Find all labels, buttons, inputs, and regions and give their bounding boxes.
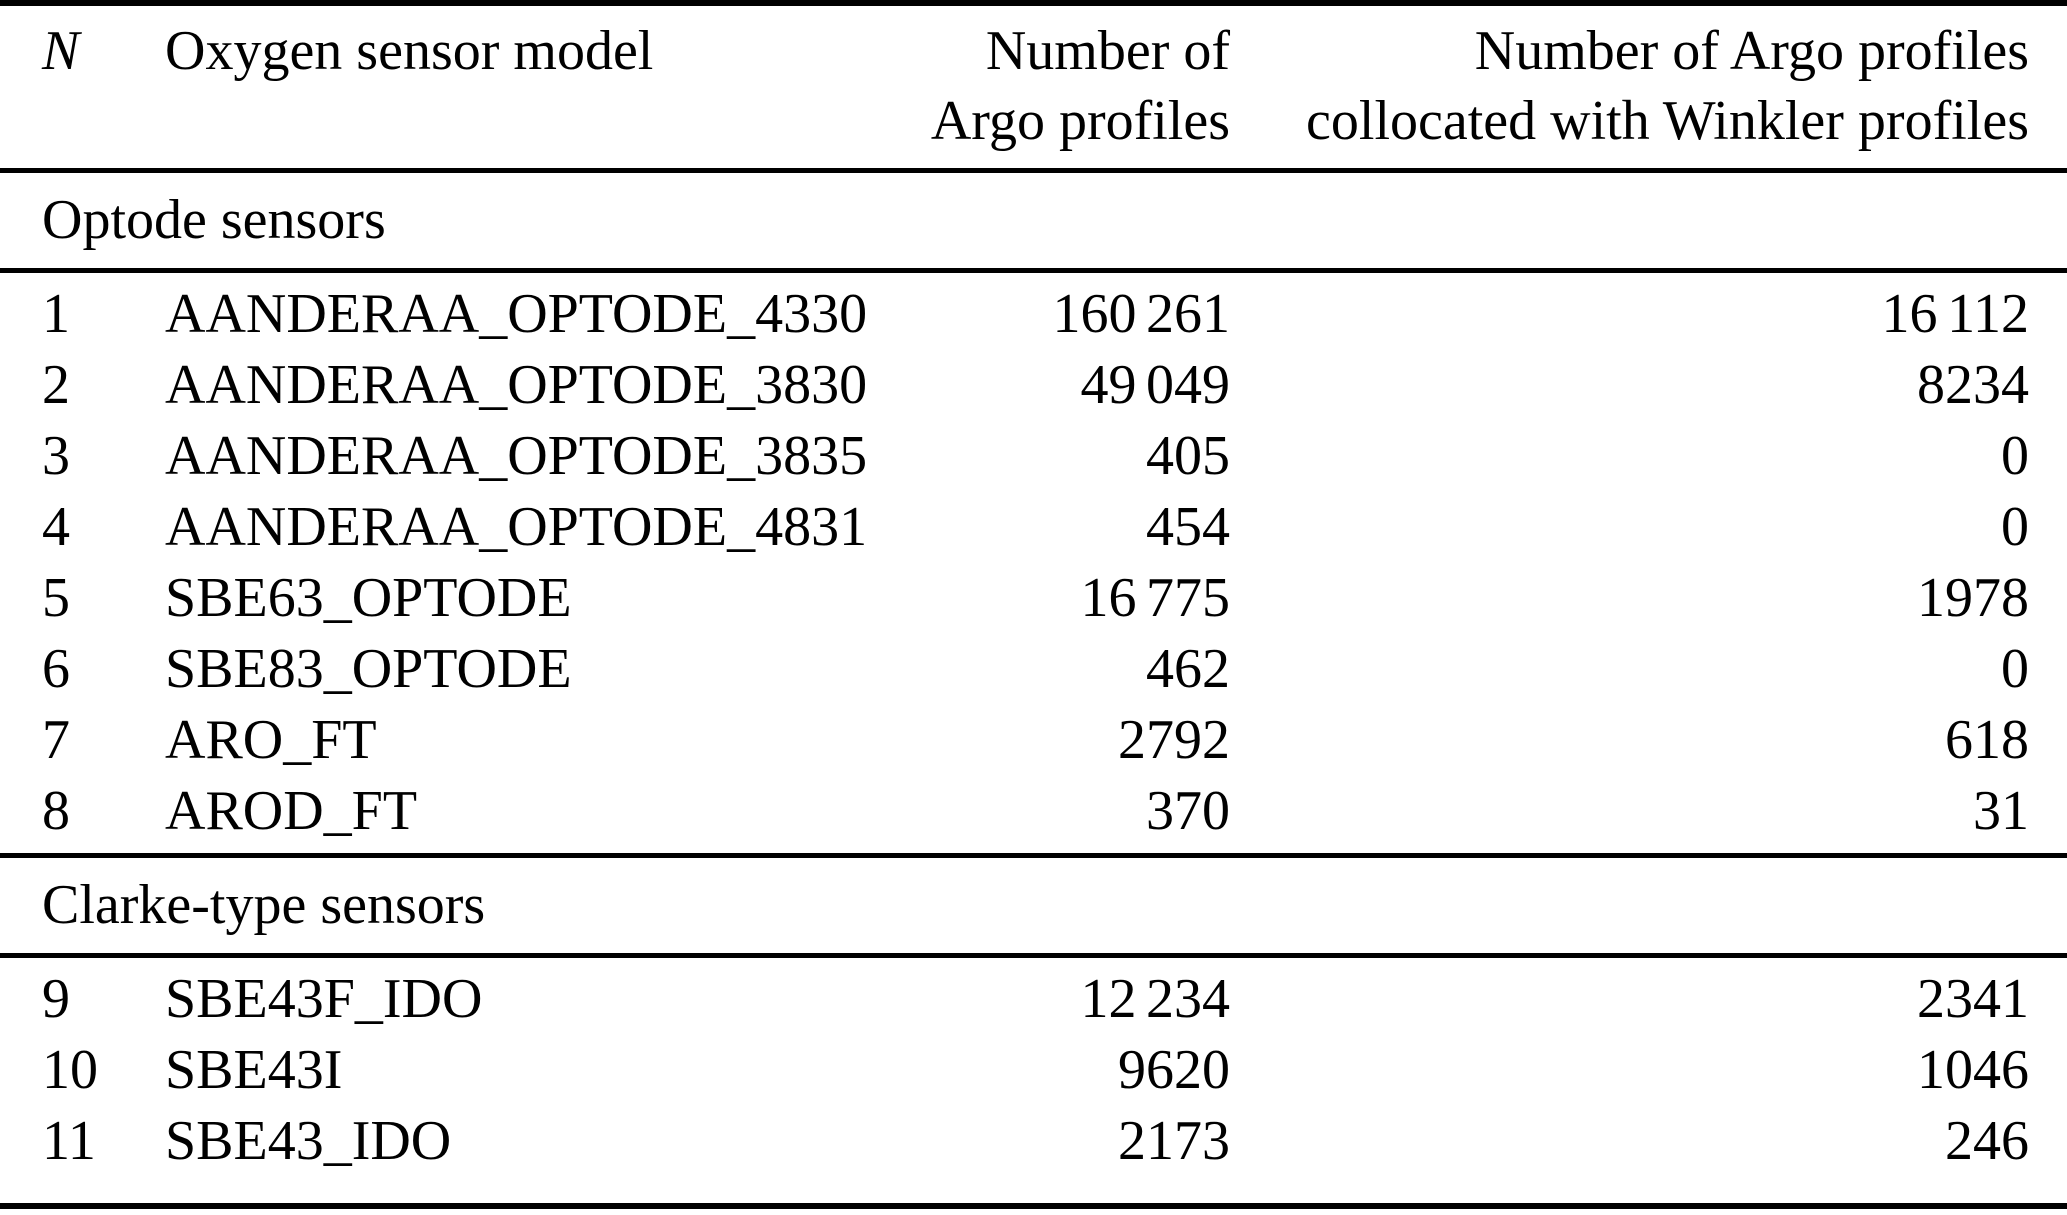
optode-rows-section: 1 AANDERAA_OPTODE_4330 160 261 16 112 2 … — [0, 273, 2067, 853]
header-winkler-collocated: Number of Argo profiles collocated with … — [1230, 16, 2029, 156]
argo-profile-count: 9620 — [1118, 1039, 1230, 1101]
argo-profile-count: 462 — [1146, 638, 1230, 700]
table-row: 5 SBE63_OPTODE 16 775 1978 — [0, 563, 2067, 634]
row-number: 1 — [42, 283, 70, 345]
header-argo-profiles: Number of Argo profiles — [890, 16, 1230, 156]
argo-profile-count: 49 049 — [1080, 354, 1230, 416]
group-label-optode: Optode sensors — [42, 189, 386, 251]
winkler-collocated-count: 246 — [1945, 1110, 2029, 1172]
winkler-collocated-count: 1046 — [1917, 1039, 2029, 1101]
sensor-model: SBE83_OPTODE — [165, 638, 572, 700]
winkler-collocated-count: 2341 — [1917, 968, 2029, 1030]
header-rule — [0, 168, 2067, 173]
winkler-collocated-count: 0 — [2001, 425, 2029, 487]
row-number: 6 — [42, 638, 70, 700]
header-argo-line1: Number of — [985, 20, 1230, 82]
header-winkler-line2: collocated with Winkler profiles — [1306, 90, 2029, 152]
row-number: 3 — [42, 425, 70, 487]
sensor-model: SBE63_OPTODE — [165, 567, 572, 629]
winkler-collocated-count: 16 112 — [1881, 283, 2029, 345]
table-row: 9 SBE43F_IDO 12 234 2341 — [0, 964, 2067, 1035]
sensor-model: AANDERAA_OPTODE_3835 — [165, 425, 868, 487]
winkler-collocated-count: 618 — [1945, 709, 2029, 771]
sensor-model: AROD_FT — [165, 780, 418, 842]
table-row: 7 ARO_FT 2792 618 — [0, 705, 2067, 776]
table-row: 1 AANDERAA_OPTODE_4330 160 261 16 112 — [0, 279, 2067, 350]
argo-profile-count: 16 775 — [1080, 567, 1230, 629]
header-argo-line2: Argo profiles — [930, 90, 1230, 152]
bottom-rule — [0, 1203, 2067, 1209]
winkler-collocated-count: 8234 — [1917, 354, 2029, 416]
sensor-model: AANDERAA_OPTODE_4831 — [165, 496, 868, 558]
sensor-model: AANDERAA_OPTODE_4330 — [165, 283, 868, 345]
table-row: 11 SBE43_IDO 2173 246 — [0, 1106, 2067, 1177]
argo-profile-count: 370 — [1146, 780, 1230, 842]
winkler-collocated-count: 0 — [2001, 496, 2029, 558]
top-rule — [0, 0, 2067, 6]
clarke-rows-section: 9 SBE43F_IDO 12 234 2341 10 SBE43I 9620 … — [0, 958, 2067, 1203]
sensor-model: ARO_FT — [165, 709, 377, 771]
argo-profile-count: 405 — [1146, 425, 1230, 487]
row-number: 4 — [42, 496, 70, 558]
header-n: N — [42, 20, 80, 82]
argo-profile-count: 12 234 — [1080, 968, 1230, 1030]
argo-profile-count: 2792 — [1118, 709, 1230, 771]
optode-end-rule — [0, 853, 2067, 858]
sensor-model: AANDERAA_OPTODE_3830 — [165, 354, 868, 416]
row-number: 2 — [42, 354, 70, 416]
header-winkler-line1: Number of Argo profiles — [1474, 20, 2029, 82]
table-row: 6 SBE83_OPTODE 462 0 — [0, 634, 2067, 705]
sensor-model: SBE43F_IDO — [165, 968, 483, 1030]
row-number: 10 — [42, 1039, 98, 1101]
table-header-row: N Oxygen sensor model Number of Argo pro… — [0, 6, 2067, 168]
row-number: 9 — [42, 968, 70, 1030]
winkler-collocated-count: 1978 — [1917, 567, 2029, 629]
sensor-model: SBE43I — [165, 1039, 343, 1101]
clarke-rule — [0, 953, 2067, 958]
argo-profile-count: 160 261 — [1052, 283, 1230, 345]
table-row: 10 SBE43I 9620 1046 — [0, 1035, 2067, 1106]
table-row: 2 AANDERAA_OPTODE_3830 49 049 8234 — [0, 350, 2067, 421]
argo-profile-count: 2173 — [1118, 1110, 1230, 1172]
winkler-collocated-count: 31 — [1973, 780, 2029, 842]
group-label-clarke: Clarke-type sensors — [42, 874, 486, 936]
winkler-collocated-count: 0 — [2001, 638, 2029, 700]
argo-profile-count: 454 — [1146, 496, 1230, 558]
header-sensor-model: Oxygen sensor model — [165, 20, 654, 82]
table-row: 3 AANDERAA_OPTODE_3835 405 0 — [0, 421, 2067, 492]
row-number: 11 — [42, 1110, 96, 1172]
sensor-model: SBE43_IDO — [165, 1110, 452, 1172]
table-row: 8 AROD_FT 370 31 — [0, 776, 2067, 847]
row-number: 8 — [42, 780, 70, 842]
optode-rule — [0, 268, 2067, 273]
table-row: 4 AANDERAA_OPTODE_4831 454 0 — [0, 492, 2067, 563]
row-number: 7 — [42, 709, 70, 771]
row-number: 5 — [42, 567, 70, 629]
